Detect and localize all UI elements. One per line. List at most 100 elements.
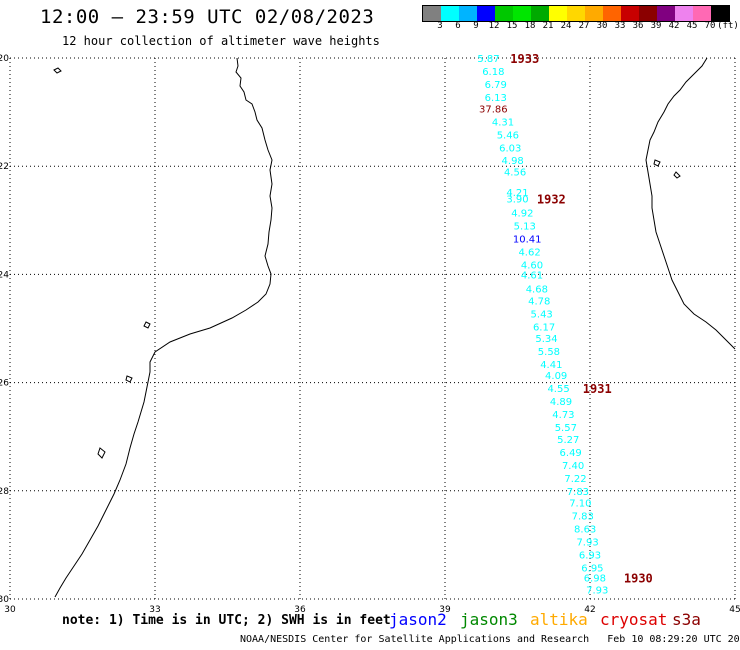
lat-tick-label: -30	[0, 595, 9, 605]
lat-tick-label: -24	[0, 270, 9, 280]
wave-height-value: 7.40	[562, 461, 584, 472]
lon-tick-label: 30	[4, 605, 16, 615]
wave-height-value: 3.90	[506, 195, 528, 206]
scale-swatch	[495, 6, 513, 21]
scale-swatch	[549, 6, 567, 21]
wave-height-value: 5.13	[514, 222, 536, 233]
scale-label: 15	[506, 21, 518, 31]
pass-time-label: 1932	[537, 193, 566, 207]
lat-tick-label: -28	[0, 487, 9, 497]
wave-height-value: 7.10	[569, 499, 591, 510]
wave-height-value: 4.41	[540, 360, 562, 371]
color-scale-bar	[422, 5, 730, 22]
wave-height-value: 4.62	[518, 248, 540, 259]
map-title: 12:00 – 23:59 UTC 02/08/2023	[40, 6, 375, 28]
wave-height-value: 4.60	[521, 261, 543, 272]
scale-label: 6	[455, 21, 461, 31]
wave-height-value: 6.03	[499, 143, 521, 154]
scale-label: 21	[542, 21, 554, 31]
scale-label: 24	[560, 21, 572, 31]
legend-s3a: s3a	[672, 610, 701, 629]
wave-height-value: 5.27	[557, 435, 579, 446]
altimeter-observations: 5.876.186.796.1337.864.315.466.034.984.5…	[477, 54, 608, 596]
madagascar-coastline	[645, 57, 736, 350]
scale-swatch	[639, 6, 657, 21]
island-small-1	[53, 67, 62, 74]
scale-swatch	[477, 6, 495, 21]
wave-height-value: 5.46	[497, 130, 519, 141]
lon-tick-label: 42	[584, 605, 595, 615]
scale-label: 3	[437, 21, 443, 31]
scale-label: (ft)	[717, 21, 739, 31]
scale-label: 39	[650, 21, 662, 31]
wave-height-value: 6.98	[584, 573, 606, 584]
scale-swatch	[531, 6, 549, 21]
wave-height-value: 37.86	[479, 104, 508, 115]
lat-tick-label: -26	[0, 379, 9, 389]
scale-swatch	[459, 6, 477, 21]
wave-height-value: 4.61	[521, 270, 543, 281]
scale-label: 45	[686, 21, 698, 31]
wave-height-value: 4.21	[506, 188, 528, 199]
scale-swatch	[711, 6, 729, 21]
wave-height-value: 8.63	[574, 525, 596, 536]
wave-height-value: 4.56	[504, 168, 526, 179]
wave-height-value: 6.79	[485, 80, 507, 91]
island-small-3	[125, 375, 133, 383]
wave-height-value: 4.68	[526, 284, 548, 295]
wave-height-value: 4.09	[545, 371, 567, 382]
wave-height-value: 4.92	[511, 209, 533, 220]
time-labels: 1933 1932 1931 1930	[510, 52, 652, 585]
island-small-4	[97, 447, 106, 459]
scale-label: 27	[578, 21, 590, 31]
wave-height-value: 7.93	[586, 585, 608, 596]
pass-time-label: 1933	[510, 52, 539, 66]
wave-height-value: 5.58	[538, 347, 560, 358]
wave-height-value: 4.55	[547, 384, 569, 395]
pass-time-label: 1930	[624, 571, 653, 585]
scale-swatch	[513, 6, 531, 21]
wave-height-value: 7.83	[572, 512, 594, 523]
wave-height-value: 10.41	[513, 235, 542, 246]
scale-swatch	[423, 6, 441, 21]
wave-height-value: 7.93	[576, 538, 598, 549]
wave-height-value: 6.93	[579, 551, 601, 562]
credit-footer: NOAA/NESDIS Center for Satellite Applica…	[240, 634, 740, 645]
wave-height-value: 5.87	[477, 54, 499, 65]
scale-swatch	[441, 6, 459, 21]
legend-jason2: jason2	[389, 610, 447, 629]
scale-label: 70	[704, 21, 716, 31]
island-small-6	[673, 171, 681, 179]
lon-tick-label: 39	[439, 605, 451, 615]
lat-lon-grid: 30 33 36 39 42 45 -20 -22 -24 -26 -28 -30	[0, 54, 740, 615]
scale-swatch	[567, 6, 585, 21]
africa-coastline	[54, 57, 273, 598]
wave-height-value: 4.78	[528, 296, 550, 307]
lat-tick-label: -22	[0, 162, 9, 172]
legend-jason3: jason3	[460, 610, 518, 629]
scale-label: 42	[668, 21, 680, 31]
scale-swatch	[585, 6, 603, 21]
scale-swatch	[675, 6, 693, 21]
wave-height-value: 5.57	[555, 423, 577, 434]
coastline	[53, 57, 736, 598]
scale-label: 18	[524, 21, 536, 31]
scale-swatch	[621, 6, 639, 21]
wave-height-value: 6.18	[482, 67, 504, 78]
island-small-5	[653, 159, 661, 167]
scale-swatch	[657, 6, 675, 21]
island-small-2	[143, 321, 151, 329]
wave-height-value: 5.43	[531, 309, 553, 320]
scale-label: 30	[596, 21, 608, 31]
scale-label: 33	[614, 21, 626, 31]
scale-label: 9	[473, 21, 479, 31]
legend-cryosat: cryosat	[600, 610, 668, 629]
wave-height-value: 4.89	[550, 397, 572, 408]
wave-height-value: 6.17	[533, 322, 555, 333]
lon-tick-label: 45	[729, 605, 740, 615]
map-subtitle: 12 hour collection of altimeter wave hei…	[62, 34, 380, 48]
scale-swatch	[603, 6, 621, 21]
pass-time-label: 1931	[583, 382, 612, 396]
wave-height-value: 4.31	[492, 117, 514, 128]
